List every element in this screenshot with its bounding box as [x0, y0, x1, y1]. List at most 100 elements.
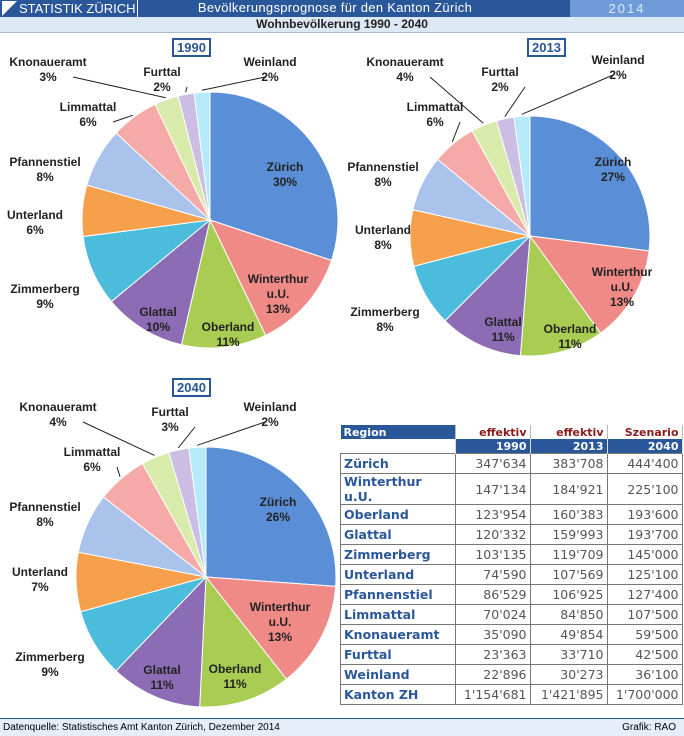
slice-label: Weinland 2%	[243, 55, 296, 85]
leader-line	[72, 76, 166, 99]
table-row: Unterland 74'590 107'569 125'100	[340, 564, 683, 585]
value-cell: 193'600	[606, 504, 683, 525]
slice-category: Glattal	[484, 315, 522, 329]
table-row: Weinland 22'896 30'273 36'100	[340, 664, 683, 685]
slice-category: Knonaueramt	[19, 400, 97, 414]
slice-label: Knonaueramt 4%	[19, 400, 96, 430]
pie-slice-glattal	[115, 575, 207, 708]
slice-label: Zürich 30%	[267, 160, 304, 190]
slice-category: Zimmerberg	[10, 282, 80, 296]
region-cell: Zimmerberg	[340, 544, 456, 565]
value-cell: 70'024	[454, 604, 531, 625]
brand-logo: STATISTIK ZÜRICH	[0, 0, 138, 17]
pie-slice-oberland	[519, 234, 602, 357]
slice-percent: 9%	[36, 297, 54, 311]
pie-slice-oberland	[180, 218, 267, 349]
slice-category: Winterthur u.U.	[247, 272, 309, 301]
slice-percent: 27%	[600, 170, 626, 184]
slice-label: Weinland 2%	[243, 400, 296, 430]
region-cell: Kanton ZH	[340, 684, 456, 705]
pie-slice-weinland	[193, 91, 211, 221]
slice-percent: 4%	[49, 415, 67, 429]
col-header-1990-type: effektiv	[455, 425, 531, 439]
slice-label: Pfannenstiel 8%	[347, 160, 418, 190]
slice-percent: 4%	[396, 70, 414, 84]
slice-label: Weinland 2%	[591, 53, 644, 83]
table-row: Furttal 23'363 33'710 42'500	[340, 644, 683, 665]
leader-line	[521, 74, 614, 115]
slice-percent: 2%	[261, 415, 279, 429]
subtitle: Wohnbevölkerung 1990 - 2040	[0, 17, 684, 33]
slice-percent: 9%	[41, 665, 59, 679]
slice-percent: 7%	[31, 580, 49, 594]
value-cell: 106'925	[529, 584, 608, 605]
page-title: Bevölkerungsprognose für den Kanton Züri…	[197, 0, 473, 15]
value-cell: 347'634	[454, 453, 531, 474]
slice-label: Pfannenstiel 8%	[9, 155, 80, 185]
leader-line	[185, 86, 188, 93]
leader-line	[82, 421, 155, 456]
slice-category: Weinland	[243, 55, 297, 69]
value-cell: 107'569	[529, 564, 608, 585]
slice-category: Unterland	[354, 223, 412, 237]
slice-category: Winterthur u.U.	[249, 600, 311, 629]
pie-2013	[409, 74, 651, 357]
pie-slice-weinland	[513, 115, 531, 237]
region-cell: Weinland	[340, 664, 456, 685]
credit: Grafik: RAO	[622, 722, 676, 733]
value-cell: 42'500	[606, 644, 683, 665]
slice-label: Oberland 11%	[209, 662, 262, 692]
slice-label: Limmattal 6%	[64, 445, 121, 475]
footer: Datenquelle: Statistisches Amt Kanton Zü…	[0, 718, 684, 736]
slice-percent: 2%	[609, 68, 627, 82]
slice-label: Unterland 7%	[12, 565, 68, 595]
slice-category: Furttal	[481, 65, 519, 79]
slice-percent: 26%	[265, 510, 291, 524]
slice-category: Limmattal	[406, 100, 464, 114]
slice-percent: 3%	[39, 70, 57, 84]
region-cell: Glattal	[340, 524, 456, 545]
value-cell: 1'700'000	[606, 684, 683, 705]
value-cell: 225'100	[606, 473, 683, 505]
slice-category: Zimmerberg	[15, 650, 85, 664]
year-badge: 2014	[570, 0, 684, 17]
slice-category: Furttal	[151, 405, 189, 419]
slice-label: Glattal 10%	[139, 305, 176, 335]
value-cell: 184'921	[529, 473, 608, 505]
value-cell: 23'363	[454, 644, 531, 665]
value-cell: 147'134	[454, 473, 531, 505]
slice-percent: 2%	[153, 80, 171, 94]
value-cell: 35'090	[454, 624, 531, 645]
slice-percent: 11%	[223, 677, 247, 691]
slice-category: Unterland	[11, 565, 69, 579]
region-cell: Furttal	[340, 644, 456, 665]
value-cell: 160'383	[529, 504, 608, 525]
slice-label: Limmattal 6%	[407, 100, 464, 130]
slice-category: Oberland	[201, 320, 255, 334]
slice-category: Pfannenstiel	[347, 160, 419, 174]
leader-line	[201, 76, 266, 91]
slice-percent: 8%	[374, 238, 392, 252]
pie-slice-winterthuruu	[528, 235, 650, 334]
slice-category: Zürich	[259, 495, 297, 509]
slice-category: Zürich	[594, 155, 632, 169]
slice-percent: 8%	[374, 175, 392, 189]
slice-category: Weinland	[243, 400, 297, 414]
value-cell: 49'854	[529, 624, 608, 645]
region-cell: Pfannenstiel	[340, 584, 456, 605]
region-cell: Winterthur u.U.	[340, 473, 456, 505]
slice-percent: 13%	[267, 630, 293, 644]
slice-category: Limmattal	[59, 100, 117, 114]
pie-slice-winterthuruu	[209, 219, 333, 336]
value-cell: 444'400	[606, 453, 683, 474]
slice-label: Zürich 26%	[260, 495, 297, 525]
slice-category: Knonaueramt	[9, 55, 87, 69]
value-cell: 86'529	[454, 584, 531, 605]
blank-cell	[340, 439, 456, 454]
slice-label: Furttal 3%	[151, 405, 188, 435]
value-cell: 159'993	[529, 524, 608, 545]
value-cell: 119'709	[529, 544, 608, 565]
region-cell: Zürich	[340, 453, 456, 474]
value-cell: 84'850	[529, 604, 608, 625]
